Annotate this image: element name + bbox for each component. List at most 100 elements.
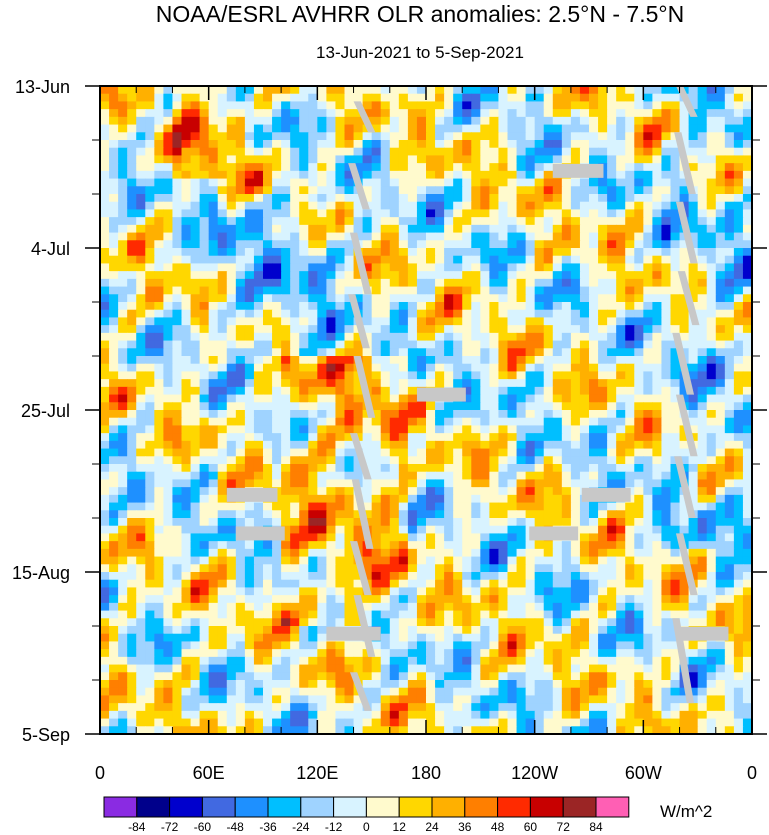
heatmap-cell <box>670 317 681 326</box>
heatmap-cell <box>634 201 644 211</box>
heatmap-cell <box>335 433 346 442</box>
heatmap-cell <box>598 556 608 565</box>
heatmap-cell <box>208 479 219 488</box>
heatmap-cell <box>109 448 119 457</box>
heatmap-cell <box>570 448 581 457</box>
heatmap-cell <box>516 93 527 103</box>
heatmap-cell <box>416 140 427 149</box>
heatmap-cell <box>534 494 545 504</box>
heatmap-cell <box>235 132 246 141</box>
heatmap-cell <box>398 556 409 565</box>
heatmap-cell <box>154 194 164 203</box>
heatmap-cell <box>652 271 663 280</box>
heatmap-cell <box>462 363 472 373</box>
heatmap-cell <box>208 564 219 573</box>
heatmap-cell <box>471 170 481 180</box>
heatmap-cell <box>389 232 400 241</box>
heatmap-cell <box>480 587 490 596</box>
heatmap-cell <box>190 456 201 465</box>
heatmap-cell <box>471 518 481 527</box>
heatmap-cell <box>697 564 708 573</box>
heatmap-cell <box>208 386 219 396</box>
heatmap-cell <box>317 602 327 612</box>
heatmap-cell <box>426 502 436 511</box>
heatmap-cell <box>534 572 545 581</box>
heatmap-cell <box>471 402 481 411</box>
heatmap-cell <box>534 163 545 172</box>
heatmap-cell <box>733 217 744 226</box>
heatmap-cell <box>326 178 337 187</box>
heatmap-cell <box>127 433 137 442</box>
heatmap-cell <box>253 224 264 234</box>
heatmap-cell <box>516 518 527 527</box>
heatmap-cell <box>190 302 201 311</box>
heatmap-cell <box>118 271 128 280</box>
heatmap-cell <box>226 541 237 550</box>
heatmap-cell <box>742 410 752 419</box>
heatmap-cell <box>733 510 744 519</box>
heatmap-cell <box>272 587 282 596</box>
heatmap-cell <box>226 440 237 450</box>
heatmap-cell <box>299 124 309 133</box>
heatmap-cell <box>389 572 400 581</box>
heatmap-cell <box>634 510 644 519</box>
heatmap-cell <box>625 595 635 604</box>
heatmap-cell <box>190 433 201 442</box>
heatmap-cell <box>733 224 744 234</box>
heatmap-cell <box>507 178 518 187</box>
heatmap-cell <box>317 340 327 349</box>
heatmap-cell <box>263 294 273 303</box>
heatmap-cell <box>525 602 536 612</box>
heatmap-cell <box>426 487 436 496</box>
heatmap-cell <box>616 248 626 257</box>
heatmap-cell <box>154 456 164 465</box>
heatmap-cell <box>561 140 572 149</box>
heatmap-cell <box>661 286 672 295</box>
heatmap-cell <box>652 494 663 504</box>
heatmap-cell <box>326 209 337 218</box>
heatmap-cell <box>136 240 146 249</box>
heatmap-cell <box>715 379 726 388</box>
heatmap-cell <box>516 556 527 565</box>
heatmap-cell <box>181 356 192 365</box>
heatmap-cell <box>100 556 110 565</box>
heatmap-cell <box>217 494 228 504</box>
heatmap-cell <box>190 479 201 488</box>
heatmap-cell <box>208 494 219 504</box>
heatmap-cell <box>543 240 554 249</box>
heatmap-cell <box>253 201 264 211</box>
heatmap-cell <box>118 109 128 118</box>
heatmap-cell <box>634 309 644 319</box>
heatmap-cell <box>607 178 617 187</box>
heatmap-cell <box>154 155 164 164</box>
heatmap-cell <box>453 163 463 172</box>
heatmap-cell <box>199 109 210 118</box>
heatmap-cell <box>299 170 309 180</box>
heatmap-cell <box>380 487 391 496</box>
heatmap-cell <box>525 232 536 241</box>
heatmap-cell <box>543 440 554 450</box>
heatmap-cell <box>163 217 174 226</box>
heatmap-cell <box>507 140 518 149</box>
heatmap-cell <box>607 286 617 295</box>
heatmap-cell <box>362 363 373 373</box>
heatmap-cell <box>217 479 228 488</box>
heatmap-cell <box>272 417 282 427</box>
heatmap-cell <box>634 263 644 272</box>
heatmap-cell <box>371 510 382 519</box>
heatmap-cell <box>507 602 518 612</box>
heatmap-cell <box>217 610 228 619</box>
heatmap-cell <box>661 471 672 481</box>
heatmap-cell <box>398 595 409 604</box>
heatmap-cell <box>263 595 273 604</box>
heatmap-cell <box>335 425 346 434</box>
heatmap-cell <box>389 201 400 211</box>
heatmap-cell <box>525 255 536 265</box>
heatmap-cell <box>136 178 146 187</box>
heatmap-cell <box>290 101 300 110</box>
heatmap-cell <box>190 294 201 303</box>
heatmap-cell <box>652 533 663 542</box>
heatmap-cell <box>127 140 137 149</box>
heatmap-cell <box>118 124 128 133</box>
heatmap-cell <box>317 147 327 157</box>
